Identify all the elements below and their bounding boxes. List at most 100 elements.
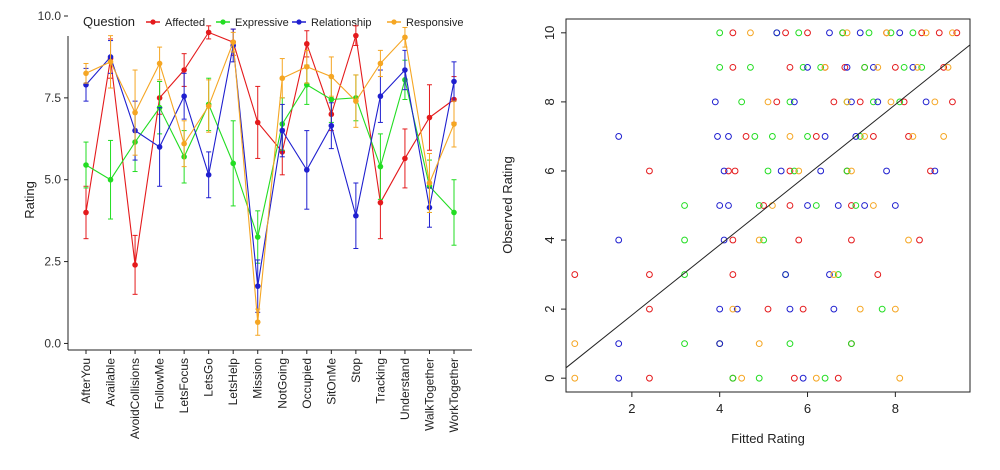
scatter-point-expressive: [729, 374, 737, 382]
scatter-point-relationship: [790, 98, 798, 106]
x-tick-label: Tracking: [373, 358, 387, 404]
data-point-expressive: [83, 162, 89, 168]
scatter-point-responsive: [869, 202, 877, 209]
data-point-responsive: [304, 63, 310, 70]
data-point-relationship: [205, 172, 212, 178]
scatter-point-expressive: [716, 63, 724, 71]
scatter-point-affected: [900, 98, 908, 106]
scatter-point-expressive: [764, 167, 772, 175]
scatter-point-expressive: [909, 29, 917, 37]
x-tick-label: 4: [716, 401, 723, 416]
scatter-point-relationship: [799, 374, 807, 382]
scatter-point-affected: [927, 167, 934, 175]
scatter-point-affected: [760, 202, 768, 209]
scatter-point-responsive: [905, 236, 912, 244]
data-point-affected: [353, 32, 359, 39]
scatter-point-expressive: [681, 202, 688, 209]
scatter-point-responsive: [940, 133, 948, 140]
data-point-responsive: [402, 34, 408, 41]
scatter-point-affected: [874, 271, 882, 278]
scatter-point-affected: [742, 133, 750, 140]
data-point-affected: [304, 41, 310, 47]
scatter-point-affected: [731, 167, 739, 175]
scatter-point-affected: [790, 374, 798, 382]
scatter-point-responsive: [931, 98, 939, 106]
scatter-series-expressive: [681, 29, 926, 382]
scatter-point-expressive: [768, 133, 776, 140]
scatter-point-responsive: [786, 133, 794, 140]
data-point-responsive: [107, 59, 114, 65]
x-tick-label: NotGoing: [275, 358, 289, 409]
scatter-point-relationship: [891, 202, 899, 209]
data-point-affected: [254, 119, 261, 126]
scatter-plot-frame: [565, 18, 971, 393]
x-tick-label: AvoidCollisions: [128, 358, 142, 439]
scatter-point-relationship: [848, 98, 855, 106]
x-tick-label: WorkTogether: [447, 358, 461, 432]
scatter-point-affected: [786, 202, 794, 209]
scatter-point-responsive: [571, 374, 579, 382]
scatter-point-affected: [841, 63, 849, 71]
scatter-point-expressive: [747, 63, 754, 71]
x-tick-label: Mission: [251, 358, 265, 399]
data-point-responsive: [132, 109, 138, 116]
scatter-point-affected: [799, 305, 807, 313]
scatter-point-relationship: [725, 133, 732, 140]
scatter-point-relationship: [720, 236, 728, 244]
scatter-point-relationship: [830, 305, 838, 313]
scatter-point-responsive: [944, 63, 952, 71]
legend-marker-expressive: [220, 19, 226, 25]
scatter-point-expressive: [839, 29, 847, 37]
scatter-point-affected: [729, 236, 737, 244]
scatter-point-responsive: [843, 29, 851, 37]
data-point-responsive: [328, 73, 335, 80]
scatter-point-affected: [646, 374, 653, 382]
scatter-point-expressive: [786, 98, 794, 106]
scatter-point-responsive: [861, 133, 869, 140]
scatter-point-responsive: [883, 29, 890, 37]
scatter-point-affected: [848, 236, 855, 244]
data-point-affected: [83, 209, 89, 216]
x-tick-label: Stop: [349, 358, 363, 383]
legend-title: Question: [83, 14, 135, 29]
scatter-point-affected: [729, 271, 737, 278]
scatter-point-relationship: [874, 98, 882, 106]
data-point-expressive: [328, 96, 335, 103]
scatter-point-expressive: [681, 340, 688, 348]
scatter-chart: 2 4 6 8 0 2 4 6 8 10 Fitted Rating Observed Ratin…: [500, 18, 971, 446]
scatter-point-responsive: [949, 29, 956, 37]
series-responsive: [83, 26, 457, 336]
data-point-relationship: [353, 212, 359, 219]
data-point-relationship: [181, 93, 187, 100]
data-point-responsive: [353, 98, 359, 104]
scatter-point-expressive: [887, 29, 895, 37]
scatter-point-affected: [905, 133, 912, 140]
scatter-point-relationship: [826, 271, 833, 278]
scatter-point-responsive: [896, 374, 904, 382]
scatter-point-relationship: [861, 202, 869, 209]
scatter-point-relationship: [733, 305, 741, 313]
scatter-point-expressive: [843, 167, 851, 175]
scatter-point-affected: [869, 133, 877, 140]
scatter-point-expressive: [817, 63, 825, 71]
scatter-point-relationship: [777, 167, 785, 175]
x-tick-label: Available: [104, 358, 118, 407]
scatter-point-affected: [773, 98, 781, 106]
data-point-responsive: [377, 60, 384, 67]
data-point-expressive: [451, 209, 457, 216]
scatter-point-relationship: [782, 271, 789, 278]
data-point-relationship: [156, 144, 163, 150]
scatter-point-affected: [804, 29, 811, 37]
x-tick-label: FollowMe: [153, 358, 167, 410]
y-tick-label: 2: [542, 305, 557, 312]
scatter-point-relationship: [716, 340, 724, 348]
scatter-point-relationship: [720, 167, 728, 175]
data-point-responsive: [426, 180, 433, 186]
scatter-point-responsive: [891, 305, 899, 313]
scatter-point-affected: [916, 236, 923, 244]
x-tick-label: WalkTogether: [422, 358, 436, 431]
series-affected: [83, 25, 457, 295]
scatter-point-relationship: [804, 63, 811, 71]
scatter-point-relationship: [843, 63, 851, 71]
